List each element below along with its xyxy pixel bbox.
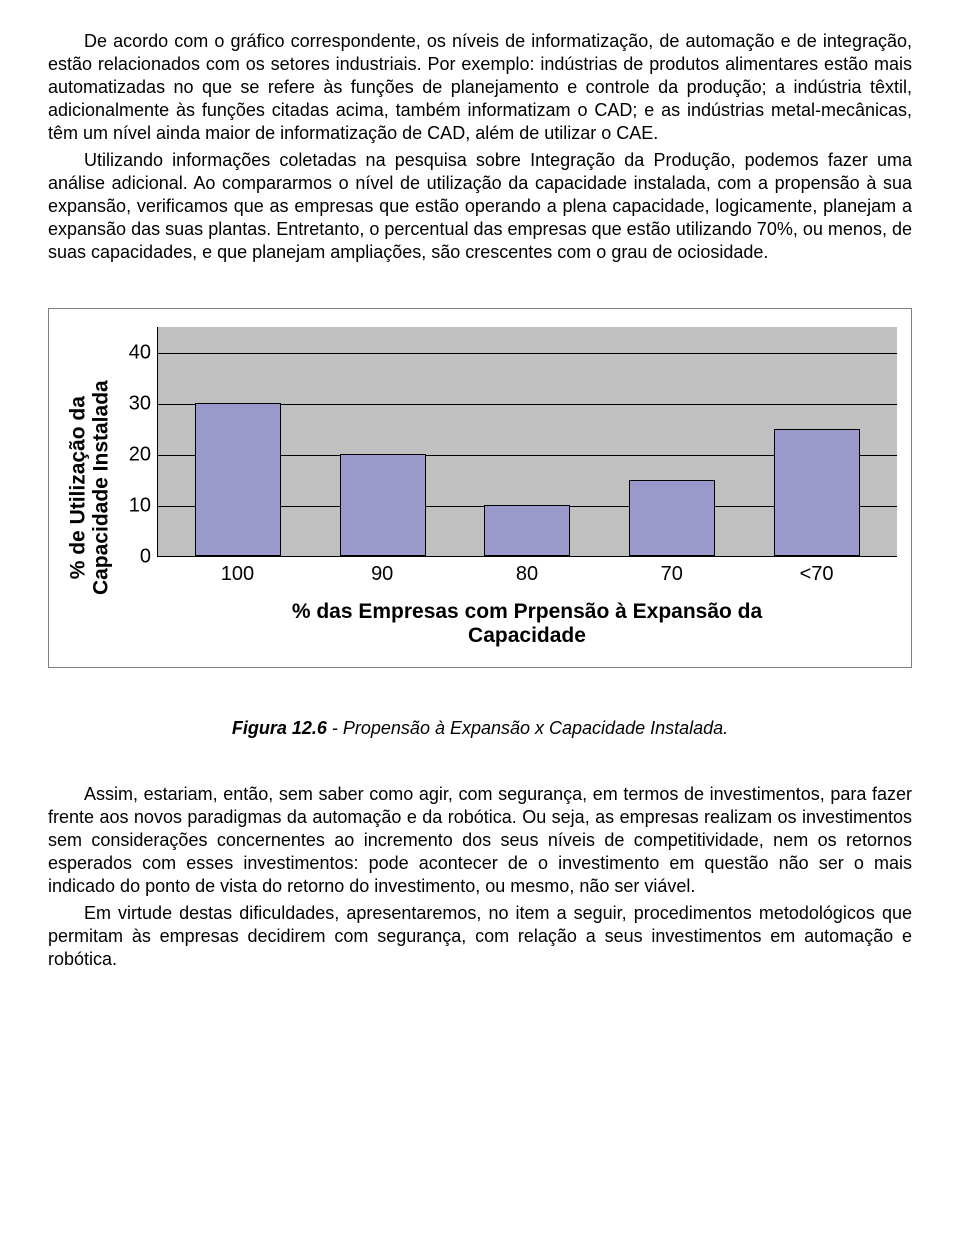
x-tick-label: <70 xyxy=(774,563,860,586)
x-axis-label-line2: Capacidade xyxy=(468,624,586,647)
x-axis-label-line1: % das Empresas com Prpensão à Expansão d… xyxy=(292,600,762,623)
y-tick-label: 10 xyxy=(129,495,151,518)
x-axis-label: % das Empresas com Prpensão à Expansão d… xyxy=(157,600,897,648)
x-tick-label: 90 xyxy=(339,563,425,586)
paragraph-1: De acordo com o gráfico correspondente, … xyxy=(48,30,912,145)
y-tick-column: 010203040 xyxy=(117,327,157,557)
bar xyxy=(340,454,426,556)
paragraph-3: Assim, estariam, então, sem saber como a… xyxy=(48,783,912,898)
figure-caption-text: - Propensão à Expansão x Capacidade Inst… xyxy=(327,718,728,738)
y-tick-label: 40 xyxy=(129,341,151,364)
y-axis-label: % de Utilização da Capacidade Instalada xyxy=(67,381,112,596)
chart-container: % de Utilização da Capacidade Instalada … xyxy=(48,308,912,667)
chart-frame: % de Utilização da Capacidade Instalada … xyxy=(63,327,897,648)
y-tick-label: 30 xyxy=(129,392,151,415)
plot-area xyxy=(157,327,897,557)
x-tick-label: 80 xyxy=(484,563,570,586)
y-axis-label-line2: Capacidade Instalada xyxy=(89,381,112,596)
gridline xyxy=(158,353,897,354)
plot-column: 100 90 80 70 <70 % das Empresas com Prpensão… xyxy=(157,327,897,648)
paragraph-3-text: Assim, estariam, então, sem saber como a… xyxy=(48,784,912,896)
y-tick-label: 0 xyxy=(140,546,151,569)
figure-caption-number: Figura 12.6 xyxy=(232,718,327,738)
paragraph-4: Em virtude destas dificuldades, apresent… xyxy=(48,902,912,971)
bar xyxy=(484,505,570,556)
paragraph-4-text: Em virtude destas dificuldades, apresent… xyxy=(48,903,912,969)
paragraph-2: Utilizando informações coletadas na pesq… xyxy=(48,149,912,264)
x-tick-label: 70 xyxy=(629,563,715,586)
y-axis-label-line1: % de Utilização da xyxy=(66,396,89,579)
x-axis: 100 90 80 70 <70 xyxy=(157,557,897,586)
x-tick-label: 100 xyxy=(194,563,280,586)
bar xyxy=(195,403,281,556)
figure-caption: Figura 12.6 - Propensão à Expansão x Cap… xyxy=(48,718,912,739)
y-axis-label-wrap: % de Utilização da Capacidade Instalada xyxy=(63,327,117,648)
paragraph-2-text: Utilizando informações coletadas na pesq… xyxy=(48,150,912,262)
y-tick-label: 20 xyxy=(129,444,151,467)
bar xyxy=(629,480,715,557)
paragraph-1-text: De acordo com o gráfico correspondente, … xyxy=(48,31,912,143)
bar xyxy=(774,429,860,557)
